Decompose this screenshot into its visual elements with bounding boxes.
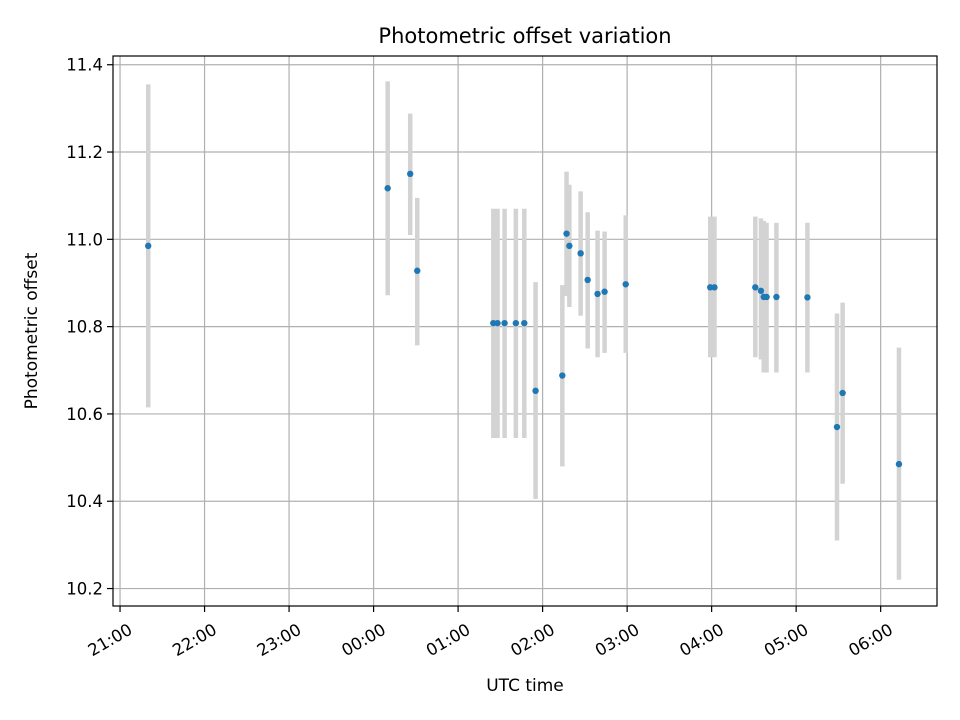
x-tick-label: 21:00	[85, 620, 136, 660]
data-point	[145, 242, 152, 250]
data-point	[763, 293, 770, 301]
data-point	[501, 319, 508, 327]
y-tick-label: 11.4	[66, 56, 103, 75]
x-tick-label: 23:00	[254, 620, 305, 660]
x-axis-ticks: 21:00 22:00 23:00 00:00 01:00 02:00 03:00 04:00…	[85, 606, 896, 660]
data-point	[521, 319, 528, 327]
data-point	[414, 267, 421, 274]
y-axis-label: Photometric offset	[22, 252, 42, 409]
data-point	[559, 372, 566, 379]
data-point	[622, 281, 629, 288]
plot-frame	[112, 55, 938, 607]
x-tick-label: 22:00	[169, 620, 220, 660]
errorbar-layer	[145, 81, 902, 580]
y-tick-label: 11.0	[66, 230, 103, 249]
data-point	[752, 284, 759, 291]
data-point	[594, 290, 601, 298]
y-axis-ticks: 10.2 10.4 10.6 10.8 11.0 11.2 11.4	[66, 56, 113, 599]
data-point	[512, 319, 520, 327]
data-point	[384, 185, 391, 192]
x-tick-label: 00:00	[338, 620, 389, 660]
x-tick-label: 04:00	[676, 620, 727, 660]
data-point	[833, 423, 841, 431]
data-point	[566, 242, 573, 250]
data-point	[773, 293, 780, 301]
x-tick-label: 03:00	[592, 620, 643, 660]
data-point	[839, 389, 846, 397]
data-point	[757, 287, 765, 295]
chart-title: Photometric offset variation	[378, 24, 671, 48]
data-point	[532, 387, 539, 395]
y-tick-label: 10.2	[66, 580, 103, 599]
data-point	[711, 284, 718, 291]
x-tick-label: 02:00	[507, 620, 558, 660]
y-tick-label: 11.2	[66, 143, 103, 162]
data-point	[563, 230, 570, 237]
y-tick-label: 10.4	[66, 492, 103, 511]
x-tick-label: 05:00	[761, 620, 812, 660]
point-layer	[145, 170, 903, 468]
data-point	[804, 294, 811, 301]
data-point	[407, 170, 414, 178]
x-axis-label: UTC time	[486, 676, 564, 696]
y-tick-label: 10.6	[66, 405, 103, 424]
x-tick-label: 06:00	[845, 620, 896, 660]
data-point	[577, 250, 584, 257]
data-point	[494, 319, 501, 327]
y-tick-label: 10.8	[66, 318, 103, 337]
data-point	[584, 276, 591, 284]
data-point	[895, 460, 903, 468]
data-point	[601, 288, 608, 295]
x-tick-label: 01:00	[423, 620, 474, 660]
